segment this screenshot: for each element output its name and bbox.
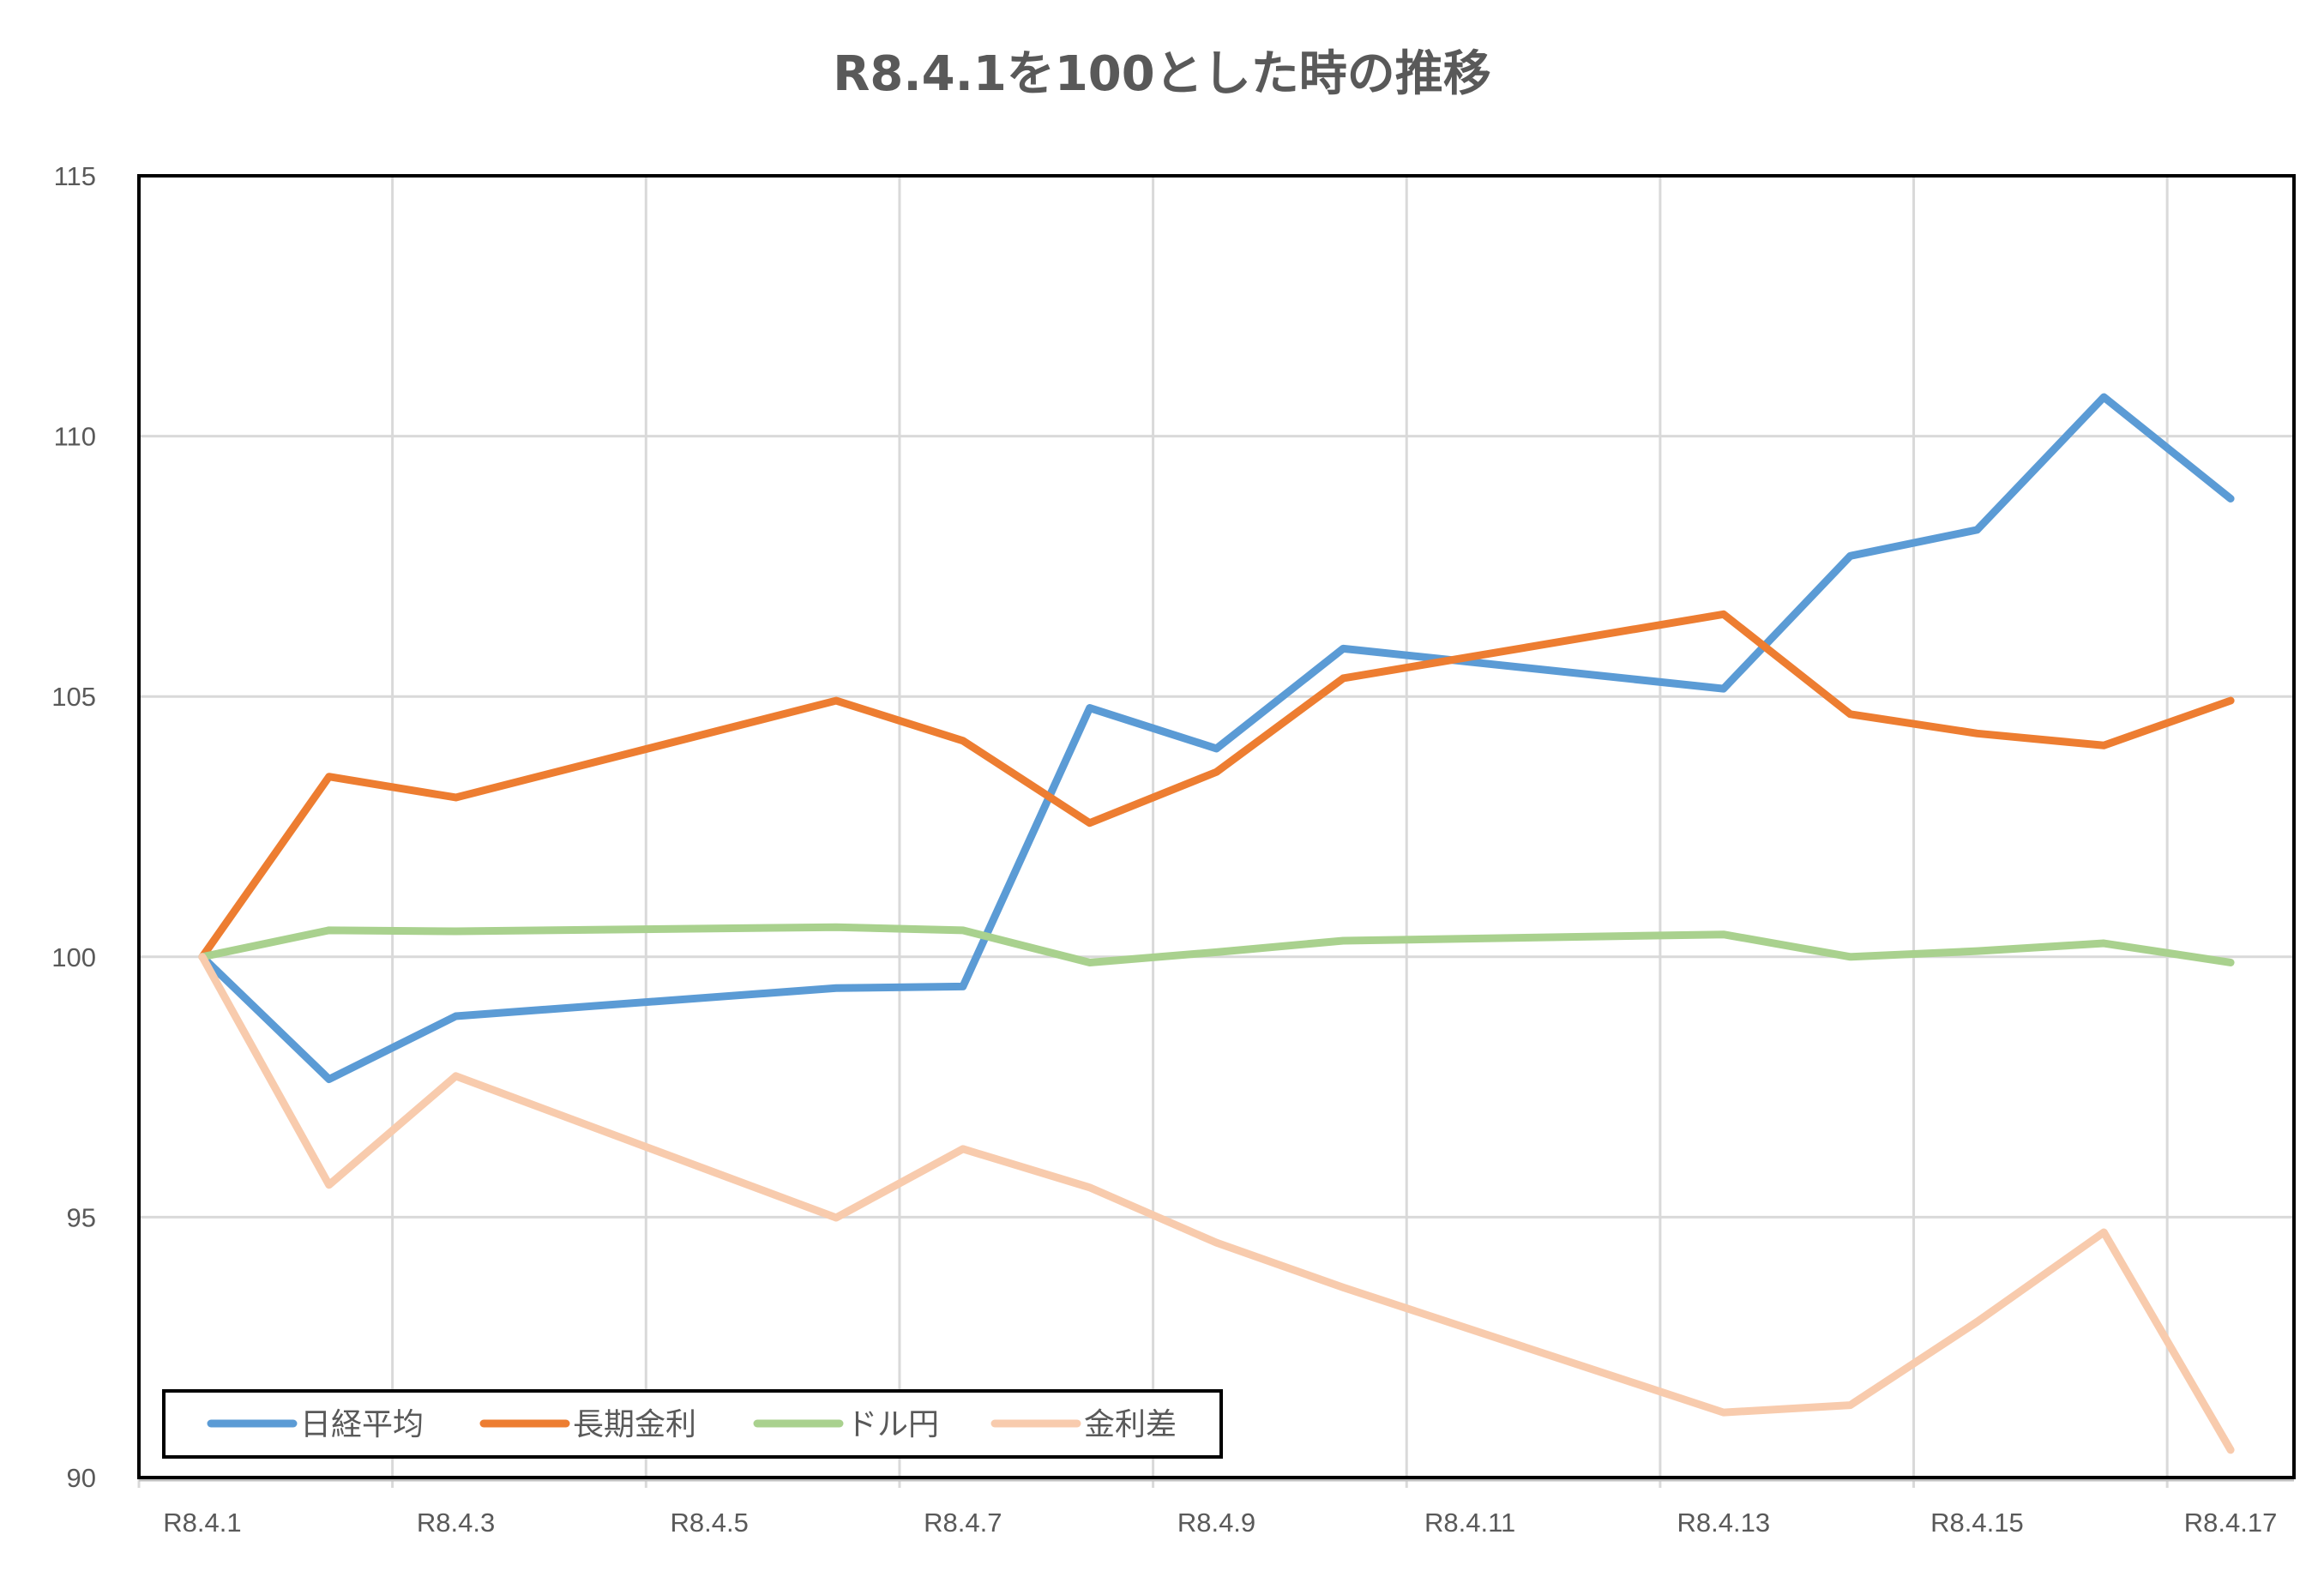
- legend-label: 日経平均: [300, 1407, 424, 1442]
- gridlines: [137, 174, 2294, 1488]
- plot-area-border: [137, 174, 2296, 1479]
- legend-label: 金利差: [1084, 1407, 1177, 1442]
- y-axis-ticks: 90 95 100 105 110 115: [51, 161, 96, 1493]
- x-tick-label: R8.4.11: [1424, 1508, 1515, 1538]
- legend-label: ドル円: [846, 1407, 939, 1442]
- x-tick-label: R8.4.7: [924, 1508, 1002, 1538]
- y-tick-label: 90: [67, 1463, 96, 1493]
- series-line-1: [198, 393, 2235, 1083]
- x-axis-ticks: R8.4.1 R8.4.3 R8.4.5 R8.4.7 R8.4.9 R8.4.11 R8.…: [163, 1508, 2277, 1538]
- x-tick-label: R8.4.13: [1677, 1508, 1771, 1538]
- series-line-3: [198, 923, 2235, 966]
- x-tick-label: R8.4.17: [2184, 1508, 2278, 1538]
- x-tick-label: R8.4.3: [417, 1508, 495, 1538]
- x-tick-label: R8.4.5: [671, 1508, 749, 1538]
- y-tick-label: 100: [51, 942, 96, 972]
- x-tick-label: R8.4.1: [163, 1508, 241, 1538]
- chart-title: R8.4.1を100とした時の推移: [833, 46, 1490, 102]
- series-line-2: [198, 610, 2235, 961]
- legend: 日経平均 長期金利 ドル円 金利差: [162, 1389, 1223, 1459]
- x-tick-label: R8.4.9: [1177, 1508, 1255, 1538]
- series-line-4: [198, 953, 2235, 1454]
- x-tick-label: R8.4.15: [1930, 1508, 2024, 1538]
- y-tick-label: 105: [51, 682, 96, 712]
- y-tick-label: 110: [54, 422, 96, 452]
- y-tick-label: 115: [54, 161, 96, 191]
- legend-label: 長期金利: [573, 1407, 696, 1442]
- series-lines: [198, 393, 2235, 1454]
- y-tick-label: 95: [67, 1202, 96, 1232]
